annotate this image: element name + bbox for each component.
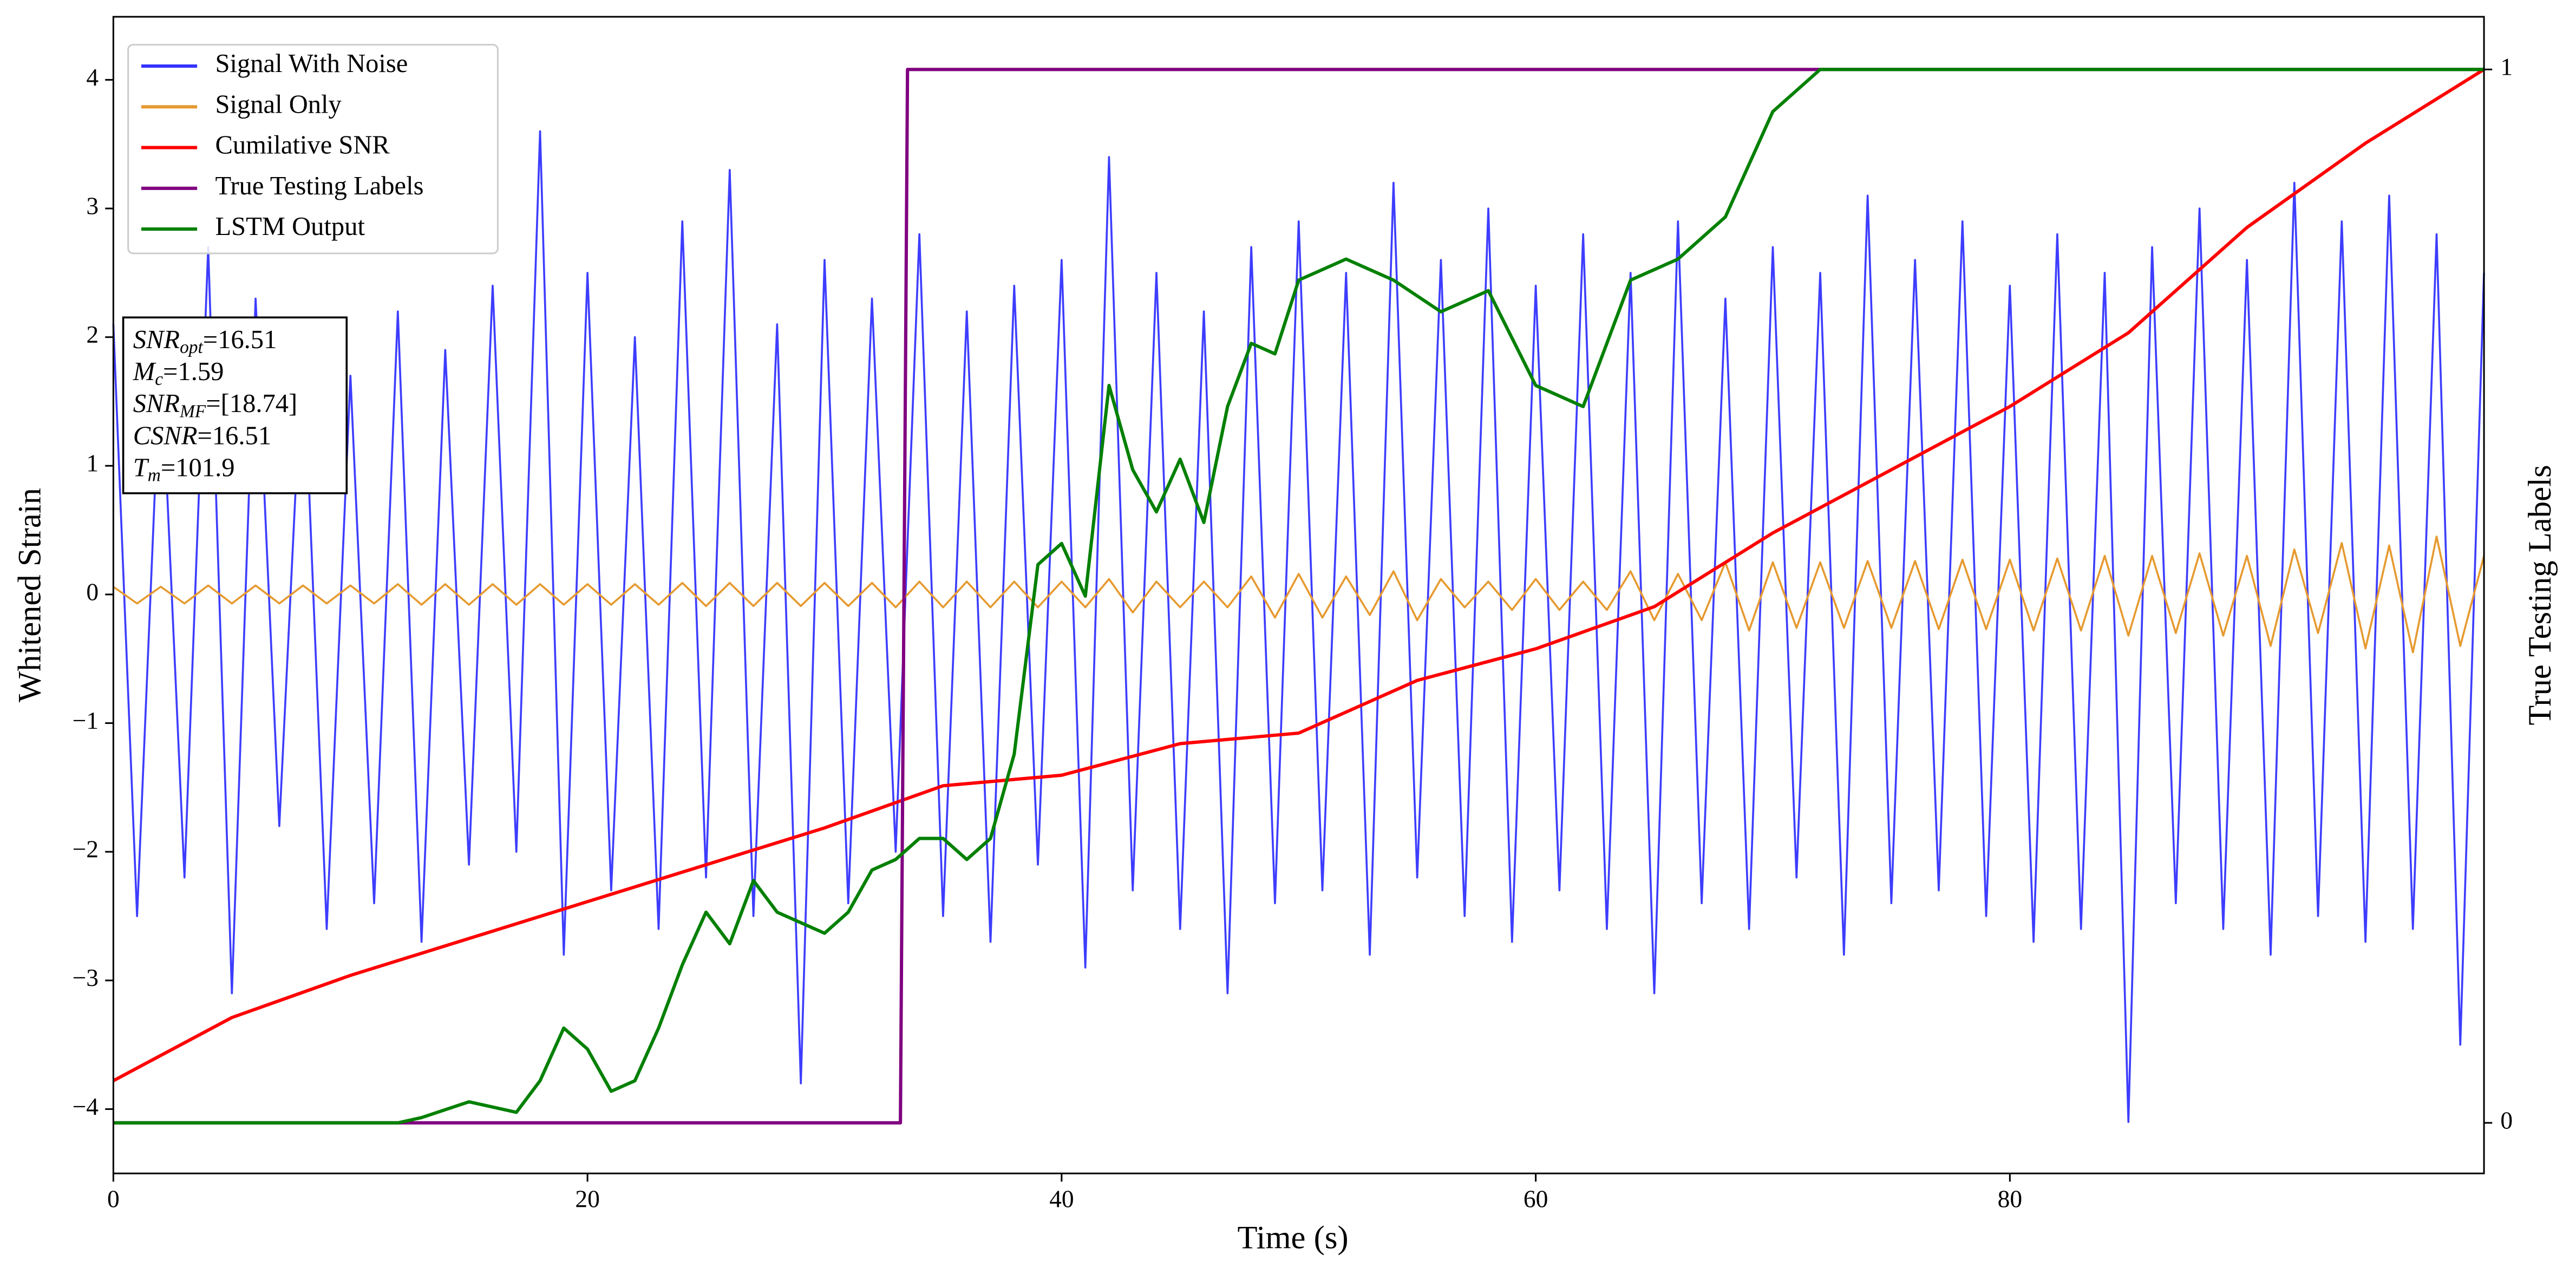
x-tick-label: 20 — [575, 1185, 600, 1212]
series-line — [113, 535, 2485, 654]
annotation-text: =16.51 — [197, 421, 271, 450]
annotation-text: =101.9 — [161, 453, 235, 482]
annotation-symbol: CSNR — [133, 421, 198, 450]
legend-label: Signal Only — [215, 89, 342, 119]
y-tick-label: 3 — [86, 192, 99, 219]
annotation-line: Mc=1.59 — [133, 357, 224, 389]
y-tick-label: −4 — [73, 1093, 99, 1120]
annotation-text: =[18.74] — [206, 389, 297, 418]
annotation-box — [122, 316, 348, 494]
x-tick-label: 40 — [1049, 1185, 1074, 1212]
x-tick-label: 0 — [107, 1185, 120, 1212]
annotation-text: =1.59 — [163, 357, 224, 386]
y-tick-label: 1 — [86, 449, 99, 477]
annotation-line: SNRMF=[18.74] — [133, 389, 297, 421]
legend-label: Cumilative SNR — [215, 130, 390, 160]
y-axis-label: Whitened Strain — [12, 488, 48, 702]
annotation-symbol: M — [133, 357, 156, 386]
y2-tick-label: 0 — [2500, 1106, 2513, 1134]
annotation-line: Tm=101.9 — [133, 453, 235, 486]
legend-box — [127, 44, 499, 254]
annotation-symbol: SNR — [133, 325, 180, 354]
series-line — [112, 68, 2485, 1082]
legend-label: Signal With Noise — [215, 49, 408, 78]
annotation-subscript: MF — [179, 401, 206, 421]
series-line — [112, 130, 2485, 1123]
x-tick-label: 80 — [1998, 1185, 2022, 1212]
y-tick-label: −2 — [73, 835, 99, 863]
annotation-symbol: T — [133, 453, 149, 482]
legend-label: True Testing Labels — [215, 171, 424, 200]
y-tick-label: 4 — [86, 63, 99, 91]
series-line — [113, 68, 2485, 1125]
annotation-line: CSNR=16.51 — [133, 421, 271, 450]
annotation-subscript: opt — [180, 337, 203, 357]
annotation-line: SNRopt=16.51 — [133, 325, 277, 357]
y2-tick-label: 1 — [2500, 53, 2513, 81]
y-tick-label: −3 — [73, 964, 99, 991]
annotation-text: =16.51 — [203, 325, 277, 354]
annotation-symbol: SNR — [133, 389, 180, 418]
legend-label: LSTM Output — [215, 212, 365, 241]
y-tick-label: 0 — [86, 578, 99, 605]
annotation-subscript: m — [148, 465, 161, 485]
annotation-subscript: c — [155, 369, 163, 389]
series-line — [113, 68, 2485, 1125]
y2-axis-label: True Testing Labels — [2522, 465, 2558, 726]
x-axis-label: Time (s) — [1238, 1220, 1349, 1256]
y-tick-label: −1 — [73, 707, 99, 734]
x-tick-label: 60 — [1524, 1185, 1548, 1212]
y-tick-label: 2 — [86, 321, 99, 348]
